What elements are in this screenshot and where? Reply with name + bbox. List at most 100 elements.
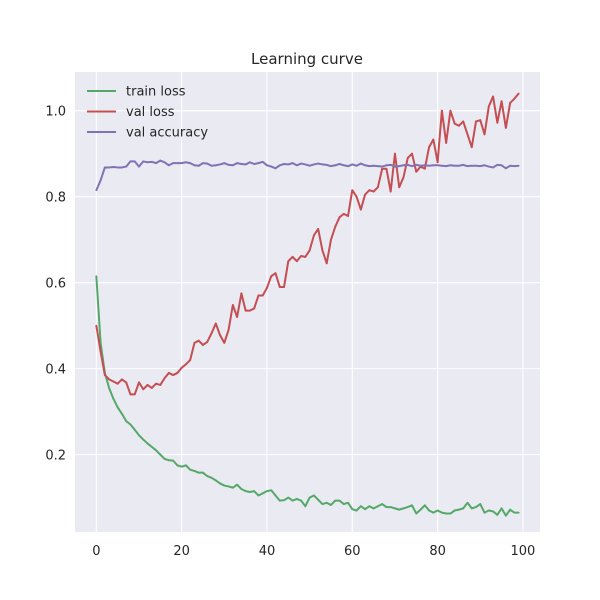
data-point-train-loss	[210, 476, 213, 479]
data-point-val-loss	[372, 190, 375, 193]
data-point-val-loss	[513, 97, 516, 100]
data-point-val-accuracy	[167, 164, 170, 167]
data-point-val-accuracy	[317, 162, 320, 165]
data-point-val-loss	[334, 225, 337, 228]
data-point-val-accuracy	[415, 163, 418, 166]
data-point-val-loss	[142, 388, 145, 391]
data-point-train-loss	[317, 498, 320, 501]
data-point-val-loss	[291, 255, 294, 258]
data-point-train-loss	[270, 489, 273, 492]
data-point-val-loss	[172, 374, 175, 376]
data-point-train-loss	[496, 513, 499, 516]
data-point-val-loss	[411, 152, 413, 155]
data-point-val-loss	[261, 294, 264, 297]
data-point-val-loss	[487, 105, 490, 108]
data-point-train-loss	[291, 499, 294, 502]
data-point-val-loss	[240, 292, 243, 295]
data-point-val-loss	[321, 249, 324, 252]
data-point-train-loss	[338, 499, 341, 502]
data-point-val-accuracy	[129, 160, 132, 163]
series-val-loss	[95, 92, 520, 396]
data-point-train-loss	[509, 508, 512, 511]
data-point-train-loss	[347, 501, 349, 504]
data-point-val-loss	[436, 161, 439, 164]
data-point-train-loss	[487, 509, 490, 512]
data-point-val-accuracy	[249, 161, 251, 164]
data-point-val-loss	[364, 193, 366, 196]
data-point-val-accuracy	[355, 164, 358, 167]
data-point-val-accuracy	[116, 166, 119, 169]
data-point-val-accuracy	[334, 164, 337, 167]
data-point-val-loss	[389, 190, 392, 193]
data-point-val-loss	[116, 382, 119, 385]
data-point-val-accuracy	[99, 179, 102, 182]
data-point-val-accuracy	[479, 165, 482, 168]
data-point-train-loss	[325, 501, 328, 504]
data-point-train-loss	[428, 509, 430, 512]
data-point-val-loss	[129, 393, 132, 396]
data-point-train-loss	[308, 496, 311, 499]
data-point-val-accuracy	[142, 160, 145, 163]
data-point-train-loss	[313, 494, 315, 497]
data-point-val-loss	[509, 102, 512, 104]
data-point-val-accuracy	[394, 165, 396, 168]
data-point-val-loss	[219, 334, 221, 336]
y-tick-label: 0.2	[45, 449, 66, 464]
plot-area	[75, 72, 540, 532]
data-point-train-loss	[372, 507, 375, 510]
data-point-val-loss	[95, 324, 98, 327]
legend-item-train-loss: train loss	[87, 85, 186, 100]
data-point-val-loss	[227, 329, 230, 331]
data-point-train-loss	[385, 506, 388, 508]
data-point-train-loss	[176, 464, 179, 467]
data-point-val-accuracy	[381, 165, 384, 168]
x-tick-label: 80	[429, 544, 446, 559]
data-point-val-accuracy	[475, 164, 477, 167]
data-point-val-accuracy	[180, 162, 183, 165]
data-point-train-loss	[351, 508, 354, 511]
data-point-val-accuracy	[304, 163, 307, 166]
data-point-val-loss	[423, 167, 426, 170]
data-point-val-accuracy	[210, 164, 213, 167]
data-point-val-accuracy	[214, 164, 217, 167]
data-point-val-accuracy	[274, 167, 277, 170]
data-point-val-accuracy	[509, 164, 512, 167]
data-point-val-loss	[108, 378, 111, 381]
data-point-val-accuracy	[504, 167, 507, 170]
data-point-val-accuracy	[411, 165, 413, 168]
data-point-val-accuracy	[372, 164, 375, 167]
data-point-val-accuracy	[108, 166, 111, 169]
data-point-val-loss	[517, 92, 520, 95]
data-point-val-accuracy	[133, 160, 136, 163]
data-point-train-loss	[500, 507, 503, 510]
data-point-train-loss	[180, 465, 183, 468]
series-line-train-loss	[95, 276, 519, 517]
y-axis-ticks: 0.2 0.4 0.6 0.8 1.0	[45, 105, 66, 464]
data-point-val-accuracy	[206, 162, 209, 165]
data-point-train-loss	[266, 490, 268, 493]
data-point-train-loss	[436, 509, 439, 512]
data-point-train-loss	[304, 505, 307, 508]
data-point-train-loss	[517, 511, 520, 514]
data-point-train-loss	[244, 490, 247, 493]
data-point-train-loss	[274, 494, 277, 497]
data-point-train-loss	[466, 501, 469, 504]
data-point-val-loss	[283, 286, 285, 288]
data-point-val-accuracy	[236, 162, 239, 165]
data-point-val-accuracy	[159, 159, 162, 162]
data-point-val-accuracy	[138, 165, 140, 168]
data-point-val-loss	[504, 126, 507, 129]
data-point-train-loss	[142, 438, 145, 441]
data-point-train-loss	[479, 503, 482, 505]
data-point-val-accuracy	[347, 165, 349, 168]
data-point-val-accuracy	[338, 163, 341, 165]
data-point-val-loss	[500, 100, 503, 103]
data-point-val-accuracy	[219, 163, 221, 166]
data-point-val-loss	[406, 157, 409, 159]
data-point-val-accuracy	[103, 166, 106, 169]
chart-title: Learning curve	[251, 50, 363, 68]
data-point-val-accuracy	[172, 162, 175, 165]
data-point-val-accuracy	[466, 165, 469, 168]
data-point-train-loss	[185, 464, 187, 467]
data-point-train-loss	[214, 479, 217, 482]
